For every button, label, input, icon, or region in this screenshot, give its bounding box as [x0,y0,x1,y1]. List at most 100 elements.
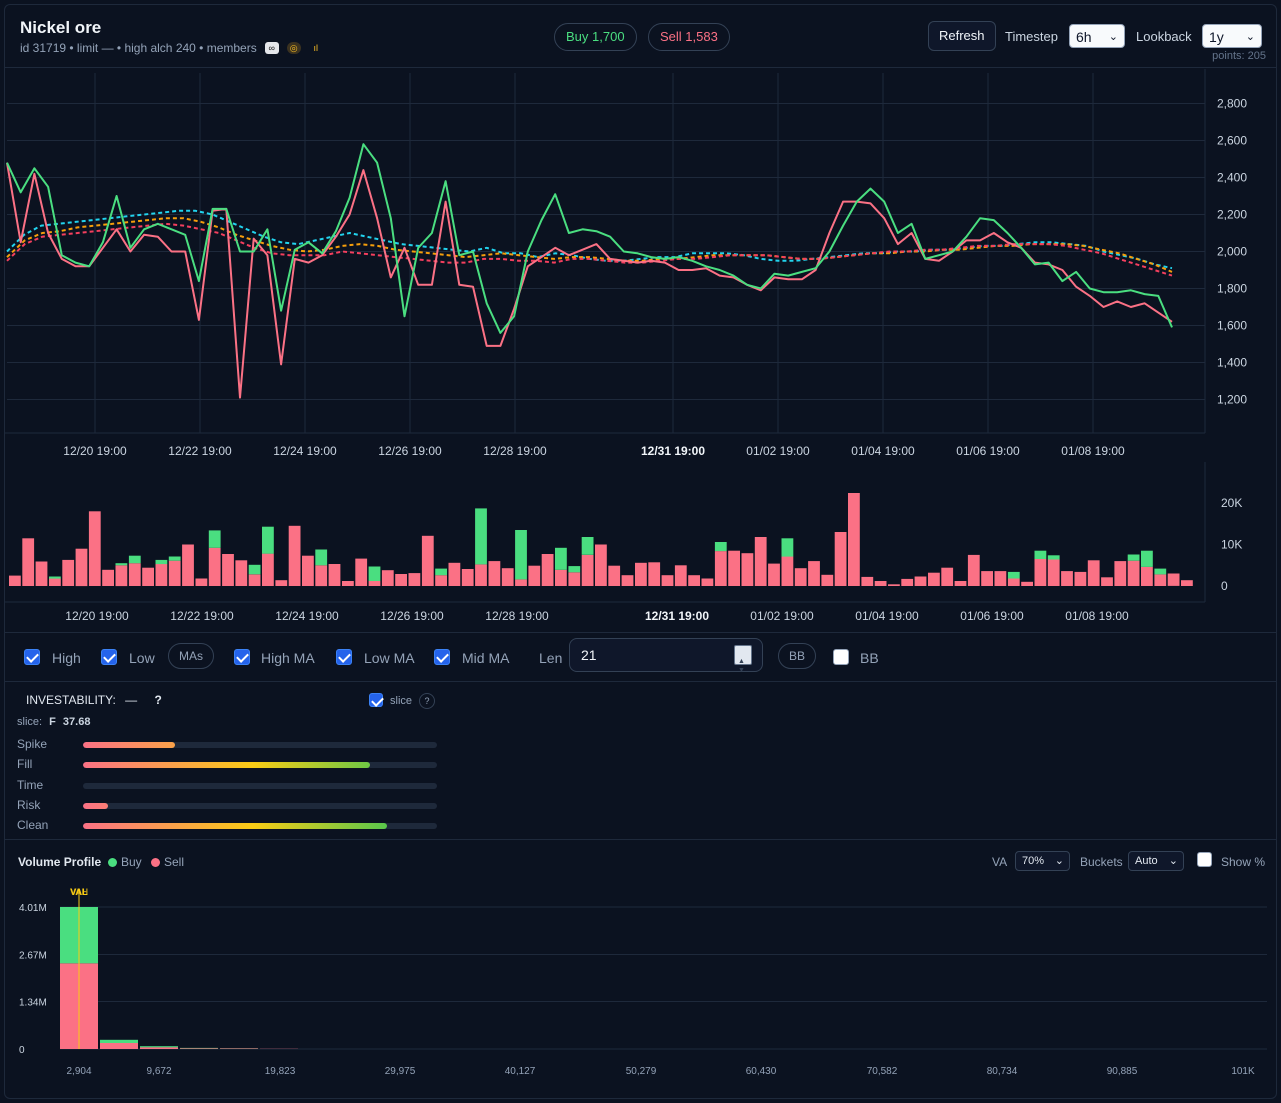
volume-sell-bar [435,575,447,586]
bb-checkbox[interactable] [833,649,849,665]
bb-chip[interactable]: BB [778,643,817,669]
mas-chip[interactable]: MAs [168,643,214,669]
high-ma-checkbox[interactable] [234,649,250,665]
volume-sell-bar [674,565,687,587]
vah-marker: VAH [70,887,88,897]
help-icon[interactable]: ? [419,693,435,709]
volume-buy-bar [1007,571,1020,579]
volume-sell-bar [994,571,1007,586]
wiki-icon[interactable]: ∞ [264,42,279,54]
len-label: Len [539,650,563,666]
investability-panel: INVESTABILITY: — ? slice ? slice: F 37.6… [5,683,455,838]
metric-label: Spike [17,737,48,751]
length-stepper[interactable]: ▲ ▼ [734,645,752,674]
low-ma-label: Low MA [364,650,415,666]
volume-sell-bar [262,553,274,586]
buy-price-badge: Buy 1,700 [554,23,637,51]
volume-sell-bar [595,544,607,586]
mid-ma-checkbox[interactable] [434,649,450,665]
va-select[interactable]: 70% ⌄ [1015,851,1070,871]
timestep-select[interactable]: 6h ⌄ [1069,24,1125,48]
chevron-down-icon: ⌄ [1245,31,1255,43]
timestep-value: 6h [1076,29,1092,45]
volume-sell-bar [155,564,168,586]
ma-length-input[interactable]: 21 ▲ ▼ [569,638,763,674]
metric-fill [83,762,370,768]
metric-clean: Clean [17,818,437,834]
high-checkbox[interactable] [24,649,40,665]
metric-track [83,742,437,748]
volume-sell-bar [208,547,221,586]
volume-sell-bar [848,493,860,586]
volume-sell-bar [1034,559,1047,586]
volume-sell-bar [874,581,887,586]
high-series-line [6,143,1173,334]
volume-sell-bar [901,578,914,586]
y-tick-label: 2,600 [1217,134,1247,148]
y-tick-label: 2,800 [1217,97,1247,111]
mid-ma-label: Mid MA [462,650,510,666]
volume-sell-bar [981,571,993,586]
metric-track [83,803,437,809]
volume-sell-bar [381,570,394,586]
stepper-up-icon[interactable]: ▲ [738,658,745,665]
volume-sell-bar [275,580,288,586]
metric-fill [83,803,108,809]
low-ma-line [6,222,1173,277]
volume-sell-bar [608,565,621,586]
volume-sell-bar [1141,566,1153,586]
volume-sell-bar [834,532,847,586]
volume-sell-bar [315,565,328,587]
lookback-select[interactable]: 1y ⌄ [1202,24,1262,48]
low-checkbox[interactable] [101,649,117,665]
volume-sell-bar [701,578,714,586]
chart-icon[interactable]: ıl [313,43,318,53]
high-label: High [52,650,81,666]
x-tick-label: 60,430 [746,1066,777,1077]
x-tick-label: 12/22 19:00 [170,609,234,623]
slice-score: slice: F 37.68 [17,716,90,728]
volume-buy-bar [368,566,381,581]
profile-buy-bar [140,1046,178,1048]
buy-dot-icon [108,858,117,867]
x-tick-label: 70,582 [867,1066,898,1077]
refresh-button[interactable]: Refresh [928,21,996,51]
x-tick-label: 12/26 19:00 [380,609,444,623]
volume-sell-bar [355,558,368,586]
slice-checkbox[interactable] [369,693,383,707]
buckets-select[interactable]: Auto ⌄ [1128,851,1184,871]
volume-sell-bar [488,561,501,586]
volume-buy-bar [208,530,221,548]
item-subtitle: id 31719 • limit — • high alch 240 • mem… [20,41,323,55]
volume-sell-bar [621,575,634,586]
volume-sell-bar [1101,577,1113,586]
volume-sell-bar [182,544,194,586]
volume-chart[interactable]: 20K 10K 0 12/20 19:00 12/22 19:00 12/24 19:00… [5,462,1277,630]
ge-icon[interactable]: ◎ [286,42,301,54]
volume-sell-bar [168,560,181,586]
metric-track [83,823,437,829]
low-ma-checkbox[interactable] [336,649,352,665]
volume-buy-bar [1127,554,1140,561]
volume-sell-bar [1127,560,1140,586]
volume-buy-bar [49,576,61,579]
profile-sell-bar [140,1047,178,1049]
volume-buy-bar [248,564,261,575]
volume-sell-bar [581,554,594,586]
investability-help-icon[interactable]: ? [154,693,162,707]
val-marker: VAL [70,887,88,897]
show-percent-label: Show % [1221,855,1266,869]
metric-fill-row: Fill [17,757,437,773]
volume-sell-bar [1047,559,1060,586]
volume-sell-bar [9,575,21,586]
show-percent-checkbox[interactable] [1197,852,1212,867]
volume-sell-bar [1087,560,1100,586]
price-chart[interactable]: 2,800 2,600 2,400 2,200 2,000 1,800 1,600 1,400… [5,69,1277,461]
volume-sell-bar [648,562,661,586]
metric-track [83,762,437,768]
volume-sell-bar [1114,561,1127,586]
stepper-down-icon[interactable]: ▼ [738,667,745,674]
volume-sell-bar [368,581,381,586]
volume-sell-bar [781,556,794,586]
